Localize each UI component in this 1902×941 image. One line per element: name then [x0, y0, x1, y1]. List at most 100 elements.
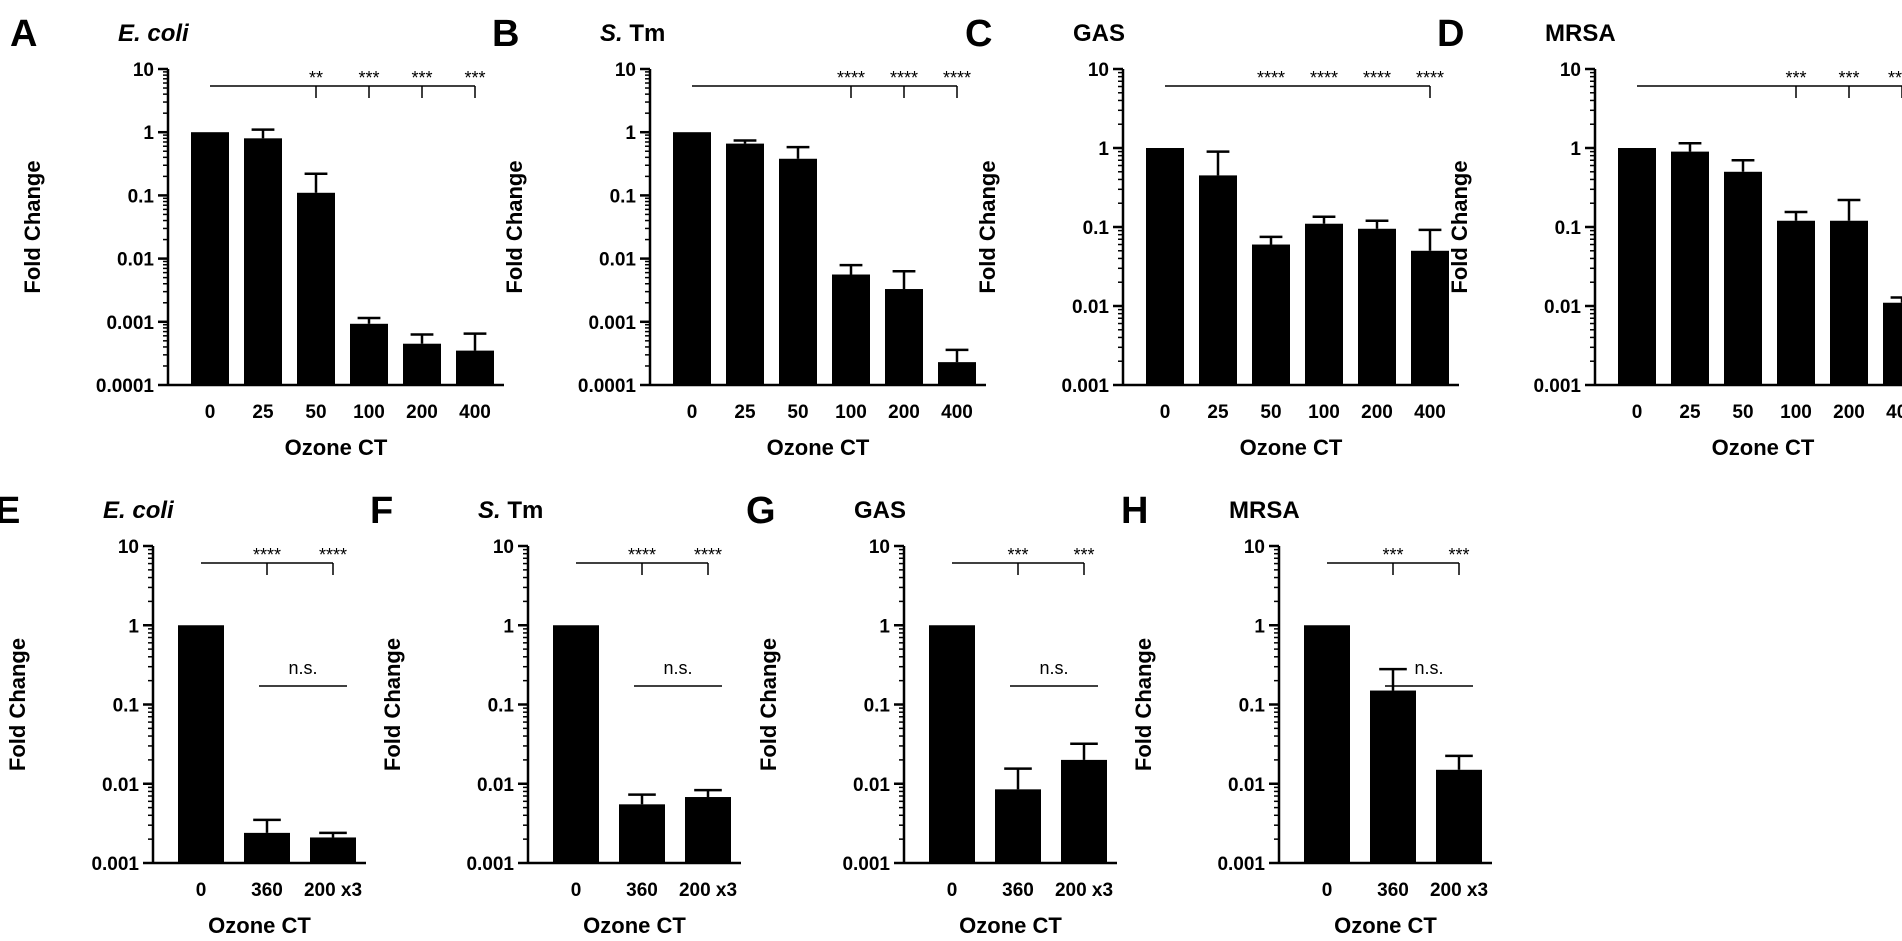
significance-label: ***	[1838, 68, 1859, 88]
y-tick-label: 0.001	[588, 313, 636, 334]
x-tick-label: 0	[1322, 880, 1333, 901]
y-tick-label: 0.1	[1239, 696, 1266, 717]
x-tick-label: 200	[1361, 402, 1393, 423]
panel-letter: H	[1121, 490, 1148, 532]
panel-letter: G	[746, 490, 776, 532]
x-tick-label: 50	[1260, 402, 1281, 423]
y-tick-label: 0.01	[102, 775, 139, 796]
y-tick-label: 10	[615, 60, 636, 81]
y-tick-label: 10	[133, 60, 154, 81]
y-tick-label: 0.01	[599, 250, 636, 271]
bar-200	[1358, 228, 1396, 385]
panel-title: MRSA	[1545, 20, 1616, 47]
x-tick-label: 0	[687, 402, 698, 423]
bar-200x3	[1436, 769, 1482, 863]
y-axis-label: Fold Change	[975, 160, 1000, 293]
x-tick-label: 200 x3	[1430, 880, 1488, 901]
x-axis-label: Ozone CT	[1334, 913, 1437, 938]
x-axis-label: Ozone CT	[767, 435, 870, 460]
panel-letter: B	[492, 13, 519, 55]
x-tick-label: 0	[196, 880, 207, 901]
x-tick-label: 50	[1732, 402, 1753, 423]
bar-360	[995, 789, 1041, 863]
x-tick-label: 200 x3	[679, 880, 737, 901]
ns-label: n.s.	[1414, 658, 1443, 678]
x-tick-label: 200	[888, 402, 920, 423]
bar-50	[779, 158, 817, 385]
y-tick-label: 1	[1570, 139, 1581, 160]
y-tick-label: 0.001	[1217, 854, 1265, 875]
y-axis-label: Fold Change	[20, 160, 45, 293]
y-tick-label: 0.1	[1555, 218, 1582, 239]
x-axis-label: Ozone CT	[285, 435, 388, 460]
panel-b: B S. Tm 10 1 0.1 0.01 0.001 0.0001 0 25 50 100 200 40…	[492, 13, 986, 460]
panel-letter: D	[1437, 13, 1464, 55]
y-tick-label: 0.0001	[96, 376, 155, 397]
title-text: GAS	[1073, 20, 1125, 47]
y-tick-label: 1	[1254, 616, 1265, 637]
x-tick-label: 360	[1377, 880, 1409, 901]
bar-200x3	[1061, 759, 1107, 863]
bar-200	[1830, 220, 1868, 385]
x-tick-label: 0	[571, 880, 582, 901]
title-italic: E. coli	[118, 20, 190, 47]
y-tick-label: 0.001	[1533, 376, 1581, 397]
x-tick-label: 100	[353, 402, 385, 423]
ns-label: n.s.	[663, 658, 692, 678]
y-tick-label: 0.1	[1083, 218, 1110, 239]
panel-title: E. coli	[118, 20, 190, 47]
significance-label: ***	[1382, 545, 1403, 565]
y-tick-label: 0.01	[1228, 775, 1265, 796]
y-tick-label: 10	[869, 537, 890, 558]
y-tick-label: 0.01	[853, 775, 890, 796]
x-tick-label: 400	[1414, 402, 1446, 423]
bar-25	[726, 143, 764, 385]
x-tick-label: 360	[1002, 880, 1034, 901]
significance-label: ****	[1888, 68, 1902, 88]
y-tick-label: 10	[493, 537, 514, 558]
bar-0	[178, 625, 224, 863]
significance-label: ***	[1785, 68, 1806, 88]
bar-360	[1370, 690, 1416, 863]
y-tick-label: 0.001	[1061, 376, 1109, 397]
y-axis-label: Fold Change	[1131, 638, 1156, 771]
y-tick-label: 0.1	[488, 696, 515, 717]
panel-letter: E	[0, 490, 20, 532]
significance-label: ****	[890, 68, 918, 88]
x-tick-label: 25	[1207, 402, 1229, 423]
panel-h: H MRSA 10 1 0.1 0.01 0.001 0 360 200 x3 Ozone CT Fo…	[1121, 490, 1492, 938]
title-italic: S.	[600, 20, 623, 47]
bar-0	[1618, 148, 1656, 385]
title-text: MRSA	[1545, 20, 1616, 47]
bar-100	[1305, 223, 1343, 385]
y-tick-label: 1	[879, 616, 890, 637]
bar-50	[297, 192, 335, 385]
x-tick-label: 25	[734, 402, 756, 423]
x-axis-label: Ozone CT	[583, 913, 686, 938]
significance-label: ****	[694, 545, 722, 565]
x-tick-label: 400	[1886, 402, 1902, 423]
y-tick-label: 1	[625, 123, 636, 144]
y-tick-label: 10	[1244, 537, 1265, 558]
y-tick-label: 0.01	[1544, 297, 1581, 318]
panel-a: A E. coli 10 1 0.1 0.01 0.001 0.0001 0 25 50 100 200…	[10, 13, 504, 460]
bar-100	[1777, 220, 1815, 385]
x-tick-label: 360	[626, 880, 658, 901]
title-text: GAS	[854, 497, 906, 524]
bar-0	[191, 132, 229, 385]
x-tick-label: 100	[835, 402, 867, 423]
bar-0	[1304, 625, 1350, 863]
panel-e: E E. coli 10 1 0.1 0.01 0.001 0 360 200 x3 Ozone C…	[0, 490, 366, 938]
significance-label: ****	[319, 545, 347, 565]
y-tick-label: 0.01	[477, 775, 514, 796]
x-tick-label: 360	[251, 880, 283, 901]
x-tick-label: 100	[1308, 402, 1340, 423]
bar-100	[832, 274, 870, 385]
panel-d: D MRSA 10 1 0.1 0.01 0.001 0 25 50 100 200 400 Ozone …	[1437, 13, 1902, 460]
x-tick-label: 100	[1780, 402, 1812, 423]
significance-label: ****	[943, 68, 971, 88]
significance-label: ****	[628, 545, 656, 565]
bar-50	[1252, 244, 1290, 385]
x-tick-label: 200 x3	[1055, 880, 1113, 901]
